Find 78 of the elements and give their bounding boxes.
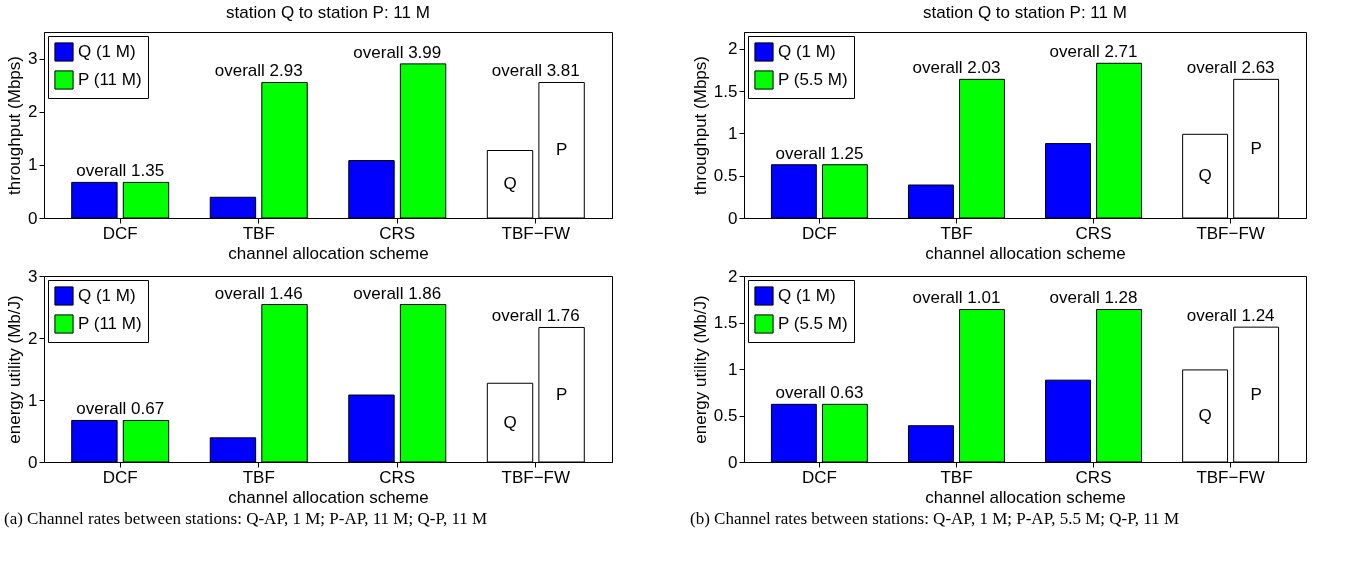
annotation: overall 3.99	[353, 42, 442, 62]
legend-label: P (11 M)	[78, 70, 142, 89]
x-tick-label: CRS	[1075, 223, 1112, 243]
x-tick-label: TBF	[940, 223, 973, 243]
x-tick-label: CRS	[1075, 467, 1112, 487]
text: (a) Channel rates between stations: Q-AP, 1 M; P-AP, 11 M; Q-P, 11 M	[4, 509, 489, 529]
x-tick-label: CRS	[379, 223, 416, 243]
text: (b) Channel rates between stations: Q-AP, 1 M; P-AP, 5.5 M; Q-P, 11 M	[690, 509, 1181, 529]
y-tick-label: 0	[728, 452, 738, 472]
data-label: Q	[503, 412, 517, 432]
data-label: P	[1250, 384, 1262, 404]
y-tick-label: 0.5	[713, 406, 738, 425]
annotation: overall 0.67	[76, 399, 165, 419]
annotation: overall 2.63	[1186, 58, 1275, 78]
y-axis-title: energy utility (Mb/J)	[690, 295, 710, 444]
chart-title: station Q to station P: 11 M	[226, 3, 430, 22]
y-tick-label: 0.5	[713, 166, 738, 186]
y-tick-label: 1	[28, 155, 38, 175]
legend-label: P (5.5 M)	[778, 70, 848, 89]
x-axis-title: channel allocation scheme	[925, 243, 1126, 263]
x-tick-label: DCF	[801, 467, 837, 487]
y-tick-label: 0	[28, 452, 38, 472]
y-tick-label: 1.5	[713, 313, 738, 332]
y-tick-label: 3	[28, 266, 38, 286]
y-tick-label: 3	[28, 49, 38, 69]
annotation: overall 1.35	[76, 161, 165, 181]
y-tick-label: 0	[28, 208, 38, 228]
data-label: Q	[1198, 166, 1212, 186]
data-label: Q	[503, 174, 517, 194]
y-tick-label: 1	[728, 123, 738, 143]
annotation: overall 1.28	[1049, 288, 1138, 308]
x-tick-label: DCF	[102, 467, 138, 487]
annotation: overall 2.71	[1049, 42, 1138, 62]
annotation: overall 1.24	[1186, 306, 1275, 326]
y-axis-title: energy utility (Mb/J)	[5, 295, 25, 444]
annotation: overall 2.93	[214, 61, 303, 81]
legend-label: Q (1 M)	[78, 286, 136, 305]
data-label: P	[1250, 138, 1262, 158]
y-axis-title: throughput (Mbps)	[5, 56, 25, 195]
y-tick-label: 2	[728, 39, 738, 59]
annotation: overall 1.86	[353, 283, 442, 303]
x-tick-label: TBF	[242, 467, 275, 487]
annotation: overall 0.63	[775, 383, 864, 403]
y-tick-label: 2	[28, 102, 38, 122]
x-axis-title: channel allocation scheme	[228, 487, 429, 507]
data-label: P	[555, 384, 568, 404]
chart-title: station Q to station P: 11 M	[923, 3, 1127, 22]
x-tick-label: TBF	[940, 467, 973, 487]
y-tick-label: 1	[728, 359, 738, 379]
x-axis-title: channel allocation scheme	[925, 487, 1126, 507]
annotation: overall 1.46	[214, 283, 303, 303]
legend-label: P (5.5 M)	[778, 314, 848, 333]
annotation: overall 1.01	[912, 288, 1001, 308]
legend-label: Q (1 M)	[778, 286, 836, 305]
annotation: overall 1.25	[775, 143, 864, 163]
legend-label: P (11 M)	[78, 314, 142, 333]
x-tick-label: TBF−FW	[1196, 223, 1265, 243]
y-tick-label: 2	[28, 328, 38, 348]
x-tick-label: DCF	[102, 223, 138, 243]
y-tick-label: 2	[728, 266, 738, 286]
y-tick-label: 1.5	[713, 81, 738, 101]
y-tick-label: 1	[28, 390, 38, 410]
x-tick-label: DCF	[801, 223, 837, 243]
annotation: overall 2.03	[912, 58, 1001, 78]
x-tick-label: CRS	[379, 467, 416, 487]
y-tick-label: 0	[728, 208, 738, 228]
x-axis-title: channel allocation scheme	[228, 243, 429, 263]
x-tick-label: TBF−FW	[501, 223, 571, 243]
y-axis-title: throughput (Mbps)	[690, 56, 710, 195]
legend-label: Q (1 M)	[778, 42, 836, 61]
data-label: Q	[1198, 405, 1212, 425]
annotation: overall 1.76	[491, 306, 580, 326]
x-tick-label: TBF−FW	[1196, 467, 1265, 487]
data-label: P	[555, 140, 568, 160]
x-tick-label: TBF−FW	[501, 467, 571, 487]
annotation: overall 3.81	[491, 61, 580, 81]
x-tick-label: TBF	[242, 223, 275, 243]
legend-label: Q (1 M)	[78, 42, 136, 61]
